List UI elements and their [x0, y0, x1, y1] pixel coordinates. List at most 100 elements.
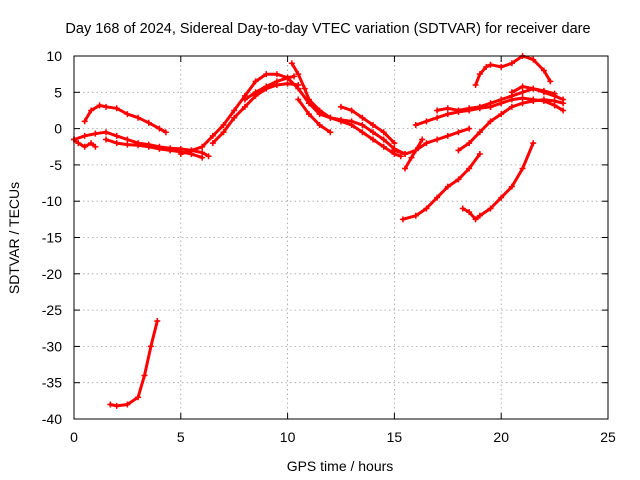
data-point [419, 136, 426, 143]
data-point [96, 102, 103, 109]
data-point [113, 140, 120, 147]
data-point [107, 401, 114, 408]
data-point [103, 103, 110, 110]
y-tick-label: 10 [46, 48, 62, 64]
data-point [391, 147, 398, 154]
data-point [487, 61, 494, 68]
data-point [370, 121, 377, 128]
y-tick-label: -5 [50, 157, 63, 173]
data-point [434, 194, 441, 201]
data-point [88, 107, 95, 114]
tick-layer: 0 5 10 15 20 25 -40 -35 -30 -25 -20 -15 -10 -5 0 5 10 [42, 48, 616, 445]
data-point [530, 140, 537, 147]
y-axis-label: SDTVAR / TECUs [6, 182, 22, 294]
data-point [508, 103, 515, 110]
data-point [434, 136, 441, 143]
data-point [113, 132, 120, 139]
data-point [284, 74, 291, 81]
data-point [124, 401, 131, 408]
x-tick-label: 25 [600, 429, 616, 445]
data-point [205, 153, 212, 160]
data-point [519, 89, 526, 96]
data-point [380, 143, 387, 150]
data-point [295, 96, 302, 103]
data-point [459, 205, 466, 212]
data-point [560, 107, 567, 114]
data-point [177, 151, 184, 158]
data-point [483, 63, 490, 70]
chart-title: Day 168 of 2024, Sidereal Day-to-day VTE… [65, 21, 590, 37]
data-point [359, 121, 366, 128]
series-arc-13 [403, 138, 424, 170]
data-point [288, 60, 295, 67]
data-point [156, 125, 163, 132]
data-point [220, 121, 227, 128]
x-tick-label: 10 [280, 429, 296, 445]
data-point [81, 132, 88, 139]
data-point [338, 103, 344, 110]
data-point [156, 145, 163, 152]
data-point [92, 143, 99, 150]
data-point [444, 111, 451, 118]
series-layer [71, 53, 567, 409]
data-point [380, 129, 387, 136]
data-point [530, 96, 537, 103]
data-point [124, 111, 131, 118]
data-point [530, 56, 537, 63]
data-point [402, 151, 409, 158]
data-point [423, 205, 430, 212]
data-point [370, 136, 377, 143]
series-arc-5 [108, 319, 159, 408]
data-point [135, 142, 142, 149]
grid-layer [74, 56, 608, 419]
y-tick-label: -25 [42, 302, 62, 318]
data-point [145, 143, 152, 150]
data-point [547, 78, 554, 85]
data-point [476, 212, 483, 219]
data-point [508, 183, 515, 190]
data-point [551, 92, 558, 99]
data-point [412, 212, 419, 219]
data-point [147, 343, 154, 350]
data-point [508, 60, 515, 67]
data-point [530, 85, 537, 92]
data-point [124, 136, 131, 143]
data-point [305, 111, 312, 118]
data-point [241, 103, 248, 110]
data-point [81, 143, 88, 150]
data-point [188, 147, 195, 154]
data-point [231, 114, 238, 121]
data-point [434, 107, 441, 114]
data-point [519, 165, 526, 172]
y-tick-label: -15 [42, 230, 62, 246]
data-point [423, 140, 430, 147]
data-point [154, 317, 161, 324]
data-point [434, 114, 441, 121]
data-point [316, 121, 323, 128]
data-point [560, 96, 567, 103]
data-point [145, 119, 152, 126]
data-point [305, 96, 312, 103]
data-point [135, 394, 142, 401]
data-point [540, 67, 547, 74]
data-point [476, 129, 483, 136]
data-point [241, 96, 248, 103]
data-point [284, 80, 291, 87]
series-arc-10 [296, 98, 332, 134]
data-point [487, 205, 494, 212]
data-point [397, 153, 404, 160]
data-point [519, 95, 526, 102]
data-point [399, 216, 406, 223]
data-point [81, 118, 88, 125]
data-point [498, 63, 505, 70]
data-point [519, 100, 526, 107]
data-point [498, 111, 505, 118]
data-point [466, 140, 473, 147]
data-point [370, 129, 377, 136]
data-point [359, 129, 366, 136]
data-point [327, 129, 334, 136]
data-point [273, 71, 280, 78]
data-point [472, 216, 479, 223]
y-tick-label: -35 [42, 375, 62, 391]
data-point [295, 82, 302, 89]
